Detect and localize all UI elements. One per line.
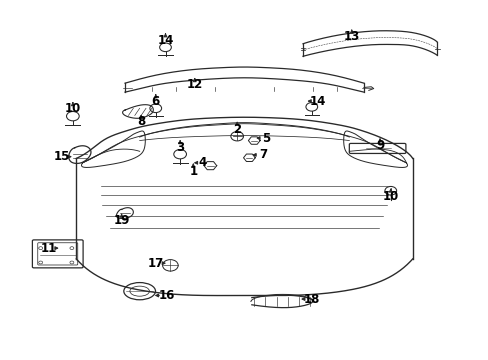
Text: 17: 17 (147, 257, 163, 270)
Text: 7: 7 (259, 148, 266, 161)
Text: 3: 3 (176, 141, 184, 154)
Text: 16: 16 (158, 289, 174, 302)
Text: 2: 2 (233, 123, 241, 136)
Text: 13: 13 (343, 30, 359, 43)
Text: 15: 15 (53, 150, 70, 163)
Text: 5: 5 (262, 131, 270, 145)
Text: 4: 4 (199, 156, 207, 169)
Text: 9: 9 (375, 139, 384, 152)
Text: 14: 14 (157, 33, 173, 47)
Text: 1: 1 (189, 165, 197, 177)
Text: 10: 10 (64, 103, 81, 116)
Text: 6: 6 (151, 95, 160, 108)
Text: 11: 11 (41, 242, 57, 255)
Text: 8: 8 (137, 116, 145, 129)
Text: 18: 18 (303, 293, 319, 306)
Text: 14: 14 (309, 95, 325, 108)
Text: 10: 10 (382, 190, 398, 203)
Text: 19: 19 (113, 214, 129, 227)
Text: 12: 12 (186, 78, 203, 91)
